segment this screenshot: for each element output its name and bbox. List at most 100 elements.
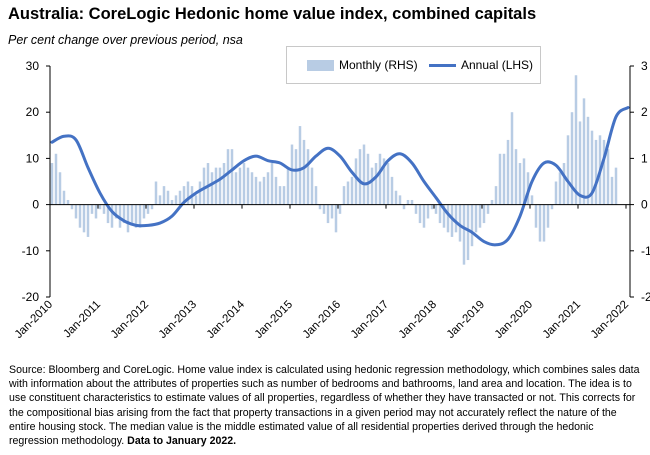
monthly-bar (150, 204, 154, 210)
source-data-date: Data to January 2022. (127, 435, 237, 448)
legend-monthly-label: Monthly (RHS) (339, 58, 418, 72)
x-tick-label: Jan-2013 (157, 299, 199, 341)
monthly-bar (258, 181, 262, 205)
monthly-bar (226, 149, 230, 205)
monthly-bar (266, 172, 270, 205)
monthly-bar (70, 204, 74, 210)
x-tick-label: Jan-2012 (109, 299, 151, 341)
x-tick-label: Jan-2022 (589, 299, 631, 341)
source-note: Source: Bloomberg and CoreLogic. Home va… (9, 363, 643, 448)
right-tick-label: -2 (641, 290, 650, 304)
monthly-bar (422, 204, 426, 228)
x-tick-label: Jan-2015 (253, 299, 295, 341)
monthly-bar (50, 163, 54, 205)
monthly-bar (154, 181, 158, 205)
chart-title: Australia: CoreLogic Hedonic home value … (8, 5, 537, 23)
monthly-bar (590, 130, 594, 205)
monthly-bar (462, 204, 466, 265)
monthly-bar (82, 204, 86, 233)
monthly-bar (354, 158, 358, 205)
monthly-bar (318, 204, 322, 210)
monthly-bar (242, 163, 246, 205)
monthly-bar (374, 163, 378, 205)
monthly-bar (178, 190, 182, 205)
monthly-bar (442, 204, 446, 228)
x-tick-label: Jan-2016 (301, 299, 343, 341)
monthly-bar (110, 204, 114, 228)
monthly-bar (490, 199, 494, 205)
monthly-bar (358, 149, 362, 205)
monthly-bar (194, 195, 198, 205)
monthly-bar (478, 204, 482, 228)
monthly-bar (410, 199, 414, 205)
monthly-bar (286, 167, 290, 205)
monthly-bar (322, 204, 326, 214)
right-tick-label: 1 (641, 151, 648, 165)
monthly-bar (570, 112, 574, 205)
monthly-bar (162, 186, 166, 205)
monthly-bar (234, 172, 238, 205)
monthly-bar (538, 204, 542, 242)
monthly-bar (238, 167, 242, 205)
monthly-bar (206, 163, 210, 205)
monthly-bar (106, 204, 110, 224)
monthly-bar (542, 204, 546, 242)
monthly-bar (486, 204, 490, 214)
monthly-bar (610, 176, 614, 205)
monthly-bar (254, 176, 258, 205)
monthly-bar (594, 139, 598, 205)
monthly-bar (454, 204, 458, 233)
monthly-bar (550, 204, 554, 210)
monthly-bar (558, 172, 562, 205)
monthly-bar (282, 186, 286, 205)
monthly-bar (606, 149, 610, 205)
left-tick-label: 30 (26, 59, 40, 73)
monthly-bar (426, 204, 430, 219)
monthly-bar (510, 112, 514, 205)
monthly-bar (202, 167, 206, 205)
monthly-bar (434, 204, 438, 214)
monthly-bar (314, 186, 318, 205)
monthly-bar (174, 195, 178, 205)
monthly-bar (578, 121, 582, 205)
chart-subtitle: Per cent change over previous period, ns… (8, 33, 243, 47)
monthly-bar (126, 204, 130, 233)
x-tick-label: Jan-2020 (493, 299, 535, 341)
annual-line (50, 106, 630, 247)
monthly-bar (54, 153, 58, 205)
monthly-bar (586, 116, 590, 205)
monthly-bar (58, 172, 62, 205)
monthly-bar (342, 186, 346, 205)
monthly-bar (302, 139, 306, 205)
x-tick-label: Jan-2017 (349, 299, 391, 341)
monthly-bar (130, 204, 134, 224)
monthly-bar (98, 204, 102, 210)
monthly-bar (458, 204, 462, 242)
monthly-bar (146, 204, 150, 214)
monthly-bar (406, 199, 410, 205)
monthly-bar (158, 195, 162, 205)
right-tick-label: -1 (641, 244, 650, 258)
monthly-bar (338, 204, 342, 214)
monthly-bar (386, 163, 390, 205)
monthly-bar (498, 153, 502, 205)
monthly-bar (614, 167, 618, 205)
monthly-bar (262, 176, 266, 205)
monthly-bar (334, 204, 338, 233)
monthly-bar (562, 163, 566, 205)
monthly-bar (138, 204, 142, 228)
legend: Monthly (RHS) Annual (LHS) (286, 46, 541, 84)
monthly-bar (198, 181, 202, 205)
monthly-bar (94, 204, 98, 219)
monthly-bar (210, 172, 214, 205)
monthly-bar (330, 204, 334, 219)
monthly-bar (230, 149, 234, 205)
monthly-bar (270, 163, 274, 205)
monthly-bar (278, 186, 282, 205)
monthly-bar (274, 176, 278, 205)
x-tick-label: Jan-2011 (61, 299, 103, 341)
monthly-bar (582, 98, 586, 205)
monthly-bar (482, 204, 486, 224)
monthly-bar (414, 204, 418, 214)
